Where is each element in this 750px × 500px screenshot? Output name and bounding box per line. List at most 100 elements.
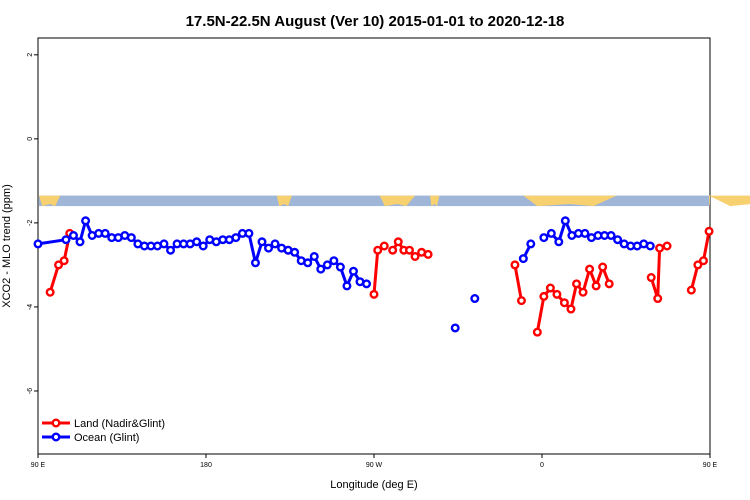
land-data-point <box>646 273 656 283</box>
ocean-data-point <box>554 237 564 247</box>
ocean-data-point <box>348 266 358 276</box>
land-data-point <box>532 327 542 337</box>
ocean-data-point <box>244 228 254 238</box>
land-data-point <box>698 256 708 266</box>
y-axis-label: XCO2 - MLO trend (ppm) <box>1 184 13 307</box>
land-series-line <box>535 265 611 333</box>
land-band-segment <box>523 195 617 207</box>
x-tick-label: 0 <box>540 462 544 469</box>
x-tick-label: 90 E <box>703 462 718 469</box>
ocean-data-point <box>33 239 43 249</box>
x-tick-label: 90 E <box>31 462 46 469</box>
ocean-data-point <box>613 235 623 245</box>
legend-ocean-marker <box>51 432 61 442</box>
land-band-segment <box>709 195 750 207</box>
land-data-point <box>423 249 433 259</box>
ocean-data-point <box>560 216 570 226</box>
y-tick-label: 0 <box>27 137 34 141</box>
ocean-data-point <box>303 258 313 268</box>
ocean-data-point <box>231 233 241 243</box>
ocean-data-point <box>159 239 169 249</box>
land-data-point <box>373 245 383 255</box>
ocean-data-point <box>81 216 91 226</box>
legend-land-marker <box>51 418 61 428</box>
ocean-data-point <box>100 228 110 238</box>
land-data-point <box>516 296 526 306</box>
ocean-data-point <box>250 258 260 268</box>
land-series-line <box>513 264 523 301</box>
y-axis: 2 0 -2 -4 -6 <box>27 53 38 394</box>
land-data-point <box>54 260 64 270</box>
ocean-data-point <box>329 256 339 266</box>
land-data-point <box>693 260 703 270</box>
legend-ocean-label: Ocean (Glint) <box>74 432 139 444</box>
land-data-point <box>566 304 576 314</box>
land-data-point <box>388 245 398 255</box>
ocean-data-point <box>257 237 267 247</box>
land-data-point <box>510 260 520 270</box>
land-data-point <box>539 291 549 301</box>
land-band-segment <box>39 195 61 207</box>
ocean-data-point <box>322 260 332 270</box>
ocean-data-point <box>450 323 460 333</box>
land-data-point <box>559 298 569 308</box>
land-data-point <box>662 241 672 251</box>
y-tick-label: -4 <box>27 304 34 310</box>
land-data-point <box>572 279 582 289</box>
ocean-band <box>39 195 709 207</box>
ocean-data-point <box>539 233 549 243</box>
ocean-data-point <box>316 264 326 274</box>
land-data-point <box>585 264 595 274</box>
land-data-point <box>45 287 55 297</box>
land-band-segment <box>276 195 292 207</box>
x-tick-label: 90 W <box>366 462 383 469</box>
land-data-point <box>578 287 588 297</box>
legend: Land (Nadir&Glint) Ocean (Glint) <box>42 418 165 444</box>
chart-title: 17.5N-22.5N August (Ver 10) 2015-01-01 t… <box>186 13 565 30</box>
ocean-data-point <box>526 239 536 249</box>
land-band-segment <box>430 195 440 207</box>
land-data-point <box>545 283 555 293</box>
land-data-point <box>604 279 614 289</box>
y-tick-label: -2 <box>27 220 34 226</box>
x-axis: 90 E 180 90 W 0 90 E <box>31 454 718 469</box>
ocean-data-point <box>264 243 274 253</box>
land-data-point <box>404 245 414 255</box>
ocean-data-point <box>470 294 480 304</box>
ocean-data-point <box>126 233 136 243</box>
ocean-data-point <box>645 241 655 251</box>
land-data-point <box>653 294 663 304</box>
ocean-data-point <box>362 279 372 289</box>
ocean-data-point <box>309 252 319 262</box>
land-ocean-band <box>39 195 750 207</box>
ocean-data-point <box>68 230 78 240</box>
x-axis-label: Longitude (deg E) <box>330 479 417 491</box>
y-tick-label: -6 <box>27 388 34 394</box>
land-band-segment <box>379 195 416 207</box>
land-band-segment <box>709 195 710 207</box>
land-data-point <box>591 281 601 291</box>
land-data-point <box>598 262 608 272</box>
ocean-data-point <box>270 239 280 249</box>
land-data-point <box>59 256 69 266</box>
ocean-data-point <box>606 230 616 240</box>
y-tick-label: 2 <box>27 53 34 57</box>
ocean-data-point <box>580 228 590 238</box>
ocean-data-point <box>166 245 176 255</box>
land-data-point <box>704 226 714 236</box>
ocean-data-point <box>546 228 556 238</box>
ocean-data-point <box>342 281 352 291</box>
land-data-point <box>369 289 379 299</box>
land-data-point <box>655 243 665 253</box>
land-data-point <box>552 289 562 299</box>
land-data-point <box>393 237 403 247</box>
legend-land-label: Land (Nadir&Glint) <box>74 418 165 430</box>
land-data-point <box>686 285 696 295</box>
ocean-data-point <box>290 247 300 257</box>
ocean-data-point <box>335 262 345 272</box>
ocean-data-point <box>75 237 85 247</box>
x-tick-label: 180 <box>200 462 212 469</box>
land-data-point <box>410 252 420 262</box>
